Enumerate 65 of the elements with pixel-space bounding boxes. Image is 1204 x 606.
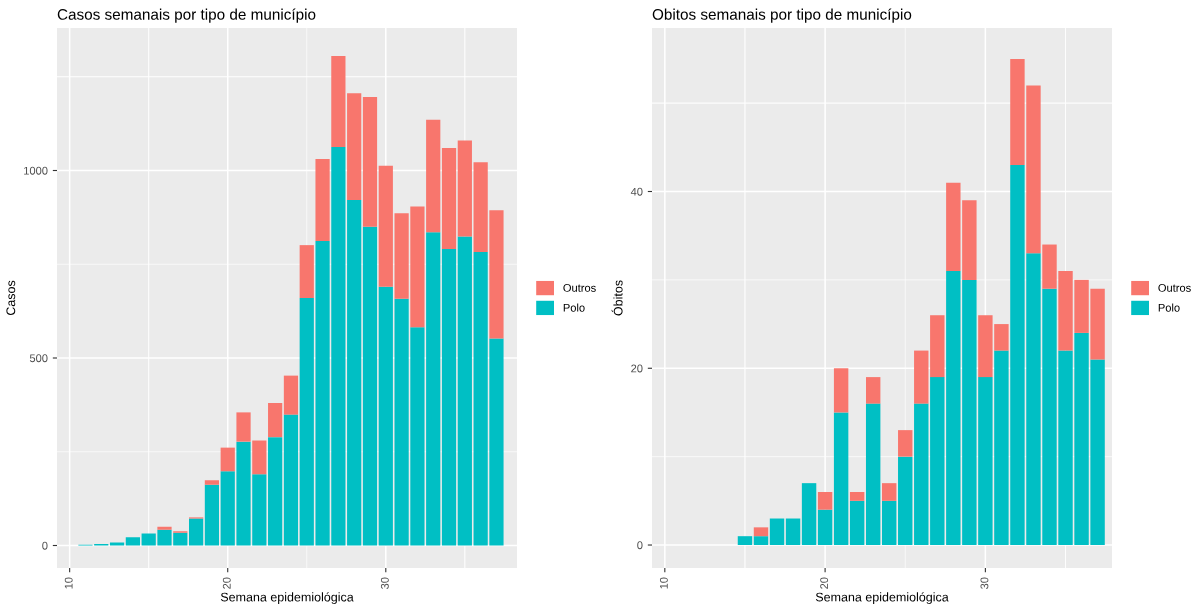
bar: [849, 500, 865, 546]
legend-label: Outros: [563, 283, 596, 292]
bar: [801, 483, 817, 546]
y-tick-label: 20: [631, 364, 643, 373]
bar: [441, 148, 457, 249]
x-axis-title: Semana epidemiológica: [815, 592, 949, 604]
bar: [737, 536, 753, 546]
bar: [914, 403, 929, 546]
bar: [362, 97, 378, 227]
bar: [833, 368, 849, 413]
bar: [109, 542, 125, 546]
bar: [347, 200, 362, 546]
x-tick-label: 10: [64, 577, 73, 589]
y-tick-label: 1000: [24, 166, 48, 175]
bar: [882, 483, 897, 501]
y-tick-label: 40: [630, 187, 643, 196]
bar: [220, 447, 235, 472]
x-tick-label: 30: [980, 577, 989, 589]
bar: [753, 536, 769, 546]
bar: [347, 93, 362, 201]
y-tick-label: 500: [29, 354, 48, 363]
bar: [849, 491, 865, 501]
bar: [441, 248, 457, 546]
bar: [283, 375, 299, 415]
bar: [268, 403, 283, 438]
bar: [898, 456, 913, 546]
bar: [315, 158, 330, 241]
y-tick-label: 0: [42, 541, 48, 550]
bar: [157, 526, 172, 530]
bar: [865, 403, 881, 546]
legend-label: Polo: [1158, 303, 1180, 312]
bar: [457, 236, 472, 546]
bar: [865, 377, 881, 404]
x-tick-label: 30: [380, 577, 389, 589]
x-tick-label: 10: [659, 577, 668, 589]
bar: [204, 480, 220, 485]
x-axis-title: Semana epidemiológica: [220, 592, 354, 604]
y-axis-title: Óbitos: [611, 280, 623, 316]
legend-label: Outros: [1158, 283, 1191, 292]
bar: [914, 350, 929, 404]
bar: [882, 500, 897, 546]
bar: [125, 537, 140, 546]
bar: [769, 518, 785, 546]
bar: [785, 518, 801, 546]
bar: [331, 56, 346, 147]
bar: [817, 509, 833, 546]
bar: [188, 518, 204, 546]
bar: [457, 140, 472, 237]
y-axis-title: Casos: [6, 280, 16, 316]
bar: [204, 484, 220, 546]
x-tick-label: 20: [222, 577, 231, 589]
bar: [817, 491, 833, 510]
y-tick-label: 0: [637, 541, 643, 550]
chart-title: Obitos semanais por tipo de município: [652, 8, 912, 23]
bar: [283, 414, 299, 546]
legend-label: Polo: [563, 303, 585, 312]
bar: [299, 245, 314, 298]
bar: [362, 226, 378, 546]
bar: [268, 437, 283, 546]
bar: [930, 315, 945, 378]
bar: [833, 412, 849, 546]
x-tick-label: 20: [820, 577, 829, 589]
chart-title: Casos semanais por tipo de município: [57, 8, 316, 23]
bar: [753, 527, 769, 537]
bar: [898, 430, 913, 457]
